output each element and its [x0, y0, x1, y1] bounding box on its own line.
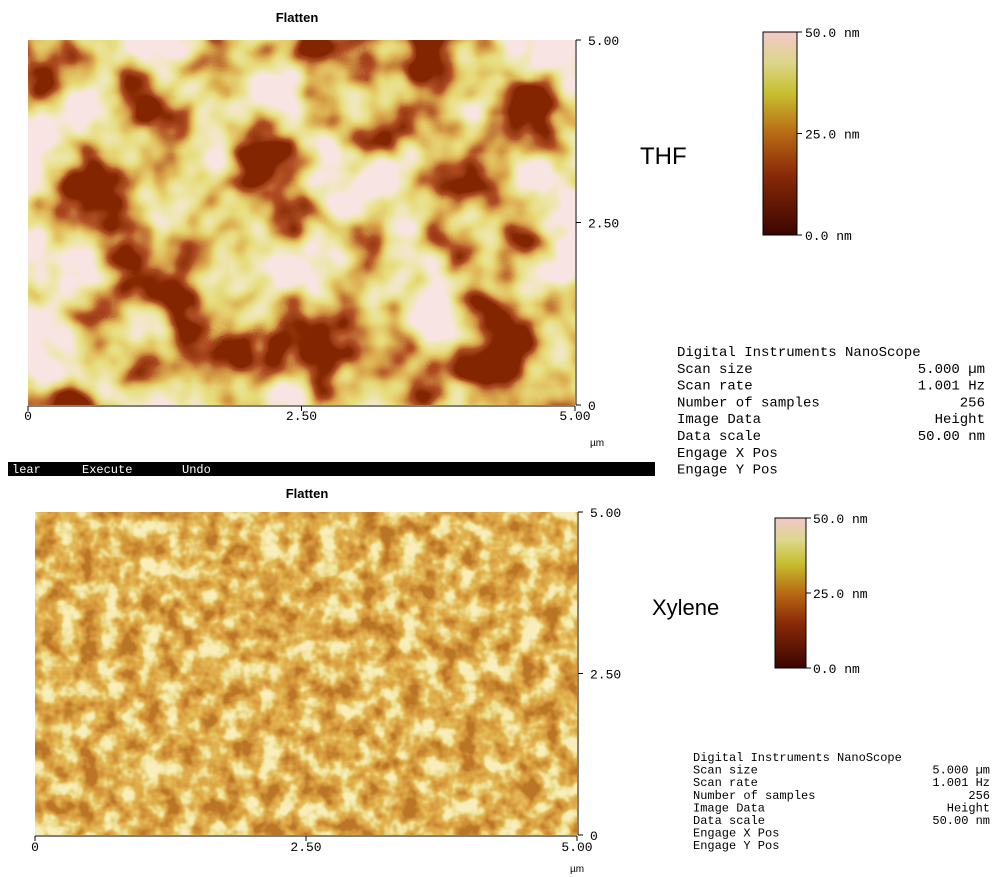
afm-image [28, 40, 575, 405]
toolbar-button[interactable]: Execute [82, 463, 132, 477]
toolbar-button[interactable]: lear [12, 463, 41, 477]
colorbar [763, 32, 797, 235]
x-tick-label: 2.50 [286, 409, 317, 424]
sample-label: THF [640, 143, 687, 170]
sample-label: Xylene [652, 595, 719, 620]
x-unit: µm [570, 864, 584, 875]
x-tick-label: 5.00 [559, 409, 590, 424]
info-value: 1.001 Hz [918, 379, 985, 395]
colorbar-label: 50.0 nm [805, 26, 860, 41]
y-tick-label: 2.50 [590, 668, 621, 683]
info-value: Height [935, 412, 985, 428]
colorbar-label: 25.0 nm [813, 587, 868, 602]
info-header: Digital Instruments NanoScope [677, 345, 921, 361]
x-unit: µm [590, 438, 604, 449]
colorbar-label: 0.0 nm [813, 662, 860, 677]
info-label: Data scale [677, 429, 761, 445]
x-tick-label: 0 [31, 840, 39, 855]
info-label: Scan rate [677, 379, 753, 395]
info-label: Number of samples [677, 395, 820, 411]
screenshot: lear Execute Undo Flatten 5.00 2.50 0 0 2.50 5.00… [0, 0, 1000, 877]
x-tick-label: 0 [24, 409, 32, 424]
colorbar-label: 0.0 nm [805, 229, 852, 244]
y-tick-label: 5.00 [588, 34, 619, 49]
info-label: Engage Y Pos [677, 463, 778, 479]
image-title: Flatten [286, 486, 329, 501]
info-value: 5.000 µm [918, 362, 985, 378]
toolbar-button[interactable]: Undo [182, 463, 211, 477]
colorbar-label: 25.0 nm [805, 128, 860, 143]
x-tick-label: 2.50 [290, 840, 321, 855]
info-label: Engage Y Pos [693, 839, 779, 853]
info-value: 50.00 nm [932, 814, 990, 828]
y-tick-label: 5.00 [590, 506, 621, 521]
x-tick-label: 5.00 [561, 840, 592, 855]
colorbar-label: 50.0 nm [813, 512, 868, 527]
colorbar [775, 518, 806, 668]
image-title: Flatten [276, 10, 319, 25]
info-label: Engage X Pos [677, 446, 778, 462]
info-value: 50.00 nm [918, 429, 985, 445]
info-label: Image Data [677, 412, 761, 428]
afm-image [35, 512, 577, 835]
info-label: Scan size [677, 362, 753, 378]
info-value: 256 [960, 395, 985, 411]
y-tick-label: 2.50 [588, 217, 619, 232]
